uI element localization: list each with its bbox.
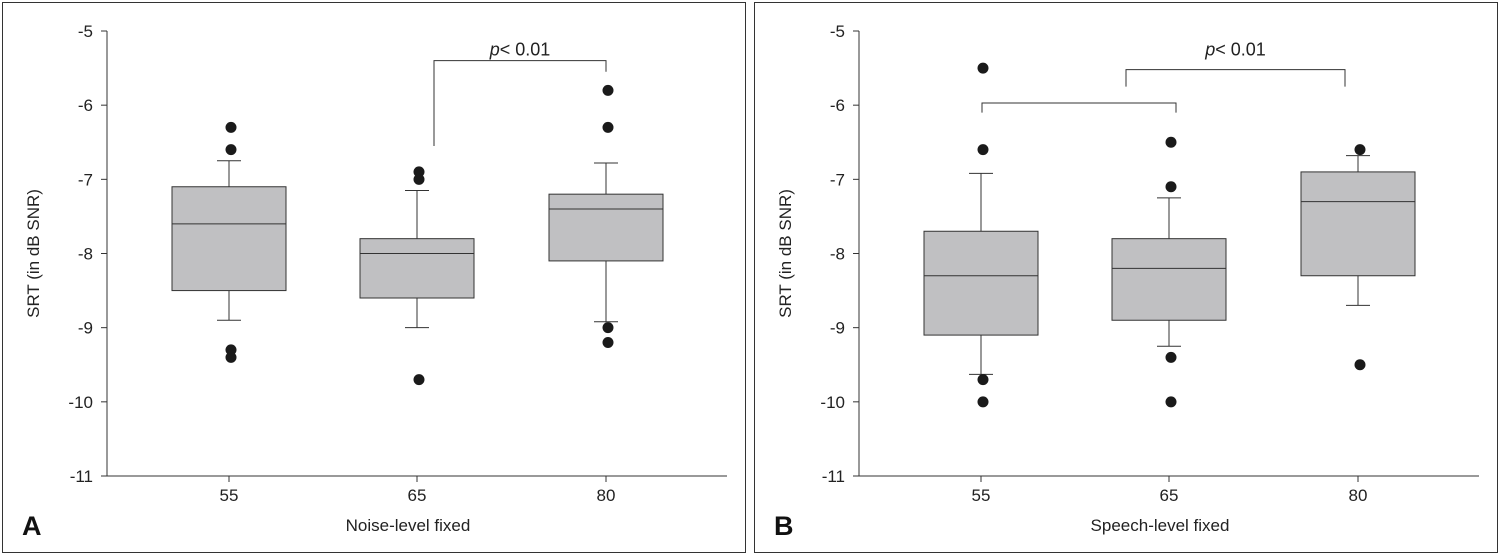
chart-panel-b: -5 -6 -7 -8 -9 -10 -11 55 65 80 Speech-level fixed… xyxy=(754,2,1498,553)
x-tick-label: 80 xyxy=(1349,486,1368,505)
box-plot-a: -5 -6 -7 -8 -9 -10 -11 55 65 80 Noise-level fixed S… xyxy=(22,22,727,541)
panel-label: B xyxy=(774,511,794,541)
outlier-point xyxy=(225,351,237,363)
y-tick-label: -10 xyxy=(68,393,93,412)
x-axis-label: Speech-level fixed xyxy=(1091,516,1230,535)
outlier-point xyxy=(602,84,614,96)
y-tick-label: -10 xyxy=(820,393,845,412)
outlier-point xyxy=(225,121,237,133)
outlier-point xyxy=(413,173,425,185)
box-body xyxy=(1111,238,1227,321)
outlier-point xyxy=(977,144,989,156)
outlier-point xyxy=(1165,181,1177,193)
significance-value: < 0.01 xyxy=(500,40,551,60)
outlier-point xyxy=(977,62,989,74)
x-axis-label: Noise-level fixed xyxy=(346,516,471,535)
significance-label: p< 0.01 xyxy=(1204,40,1266,60)
significance-bracket xyxy=(1125,69,1346,87)
significance-value: < 0.01 xyxy=(1215,40,1266,60)
y-tick-label: -6 xyxy=(830,96,845,115)
box-65 xyxy=(1111,136,1227,408)
box-55 xyxy=(923,62,1039,408)
y-tick-label: -6 xyxy=(78,96,93,115)
chart-panel-a: -5 -6 -7 -8 -9 -10 -11 55 65 80 Noise-level fixed S… xyxy=(2,2,746,553)
outlier-point xyxy=(977,396,989,408)
outlier-point xyxy=(225,144,237,156)
outlier-point xyxy=(602,337,614,348)
significance-label: p< 0.01 xyxy=(489,40,551,60)
x-tick-label: 80 xyxy=(597,486,616,505)
box-body xyxy=(1300,171,1416,277)
y-tick-label: -5 xyxy=(830,22,845,41)
y-tick-label: -9 xyxy=(78,319,93,338)
outlier-point xyxy=(1354,144,1366,156)
significance-p: p xyxy=(489,40,500,60)
x-tick-label: 65 xyxy=(408,486,427,505)
y-tick-label: -8 xyxy=(78,245,93,264)
y-tick-label: -7 xyxy=(78,170,93,189)
significance-p: p xyxy=(1204,40,1215,60)
x-tick-label: 55 xyxy=(220,486,239,505)
box-body xyxy=(359,238,475,299)
box-55 xyxy=(171,121,287,363)
outlier-point xyxy=(977,374,989,386)
y-axis-label: SRT (in dB SNR) xyxy=(776,189,795,318)
x-tick-label: 65 xyxy=(1160,486,1179,505)
box-65 xyxy=(359,166,475,386)
box-body xyxy=(171,186,287,292)
box-80 xyxy=(548,84,664,348)
panel-label: A xyxy=(22,511,42,541)
box-body xyxy=(548,193,664,262)
outlier-point xyxy=(1354,359,1366,371)
outlier-point xyxy=(602,121,614,133)
outlier-point xyxy=(1165,396,1177,408)
x-tick-label: 55 xyxy=(972,486,991,505)
y-tick-label: -8 xyxy=(830,245,845,264)
y-tick-label: -9 xyxy=(830,319,845,338)
y-tick-label: -11 xyxy=(822,467,845,486)
box-80 xyxy=(1300,144,1416,371)
y-axis-label: SRT (in dB SNR) xyxy=(24,189,43,318)
outlier-point xyxy=(1165,351,1177,363)
significance-bracket xyxy=(981,102,1177,113)
outlier-point xyxy=(413,374,425,386)
box-body xyxy=(923,230,1039,336)
outlier-point xyxy=(602,322,614,334)
y-tick-label: -5 xyxy=(78,22,93,41)
box-plot-b: -5 -6 -7 -8 -9 -10 -11 55 65 80 Speech-level fixed… xyxy=(774,22,1479,541)
y-tick-label: -7 xyxy=(830,170,845,189)
significance-bracket xyxy=(433,60,607,146)
y-tick-label: -11 xyxy=(70,467,93,486)
outlier-point xyxy=(1165,136,1177,148)
